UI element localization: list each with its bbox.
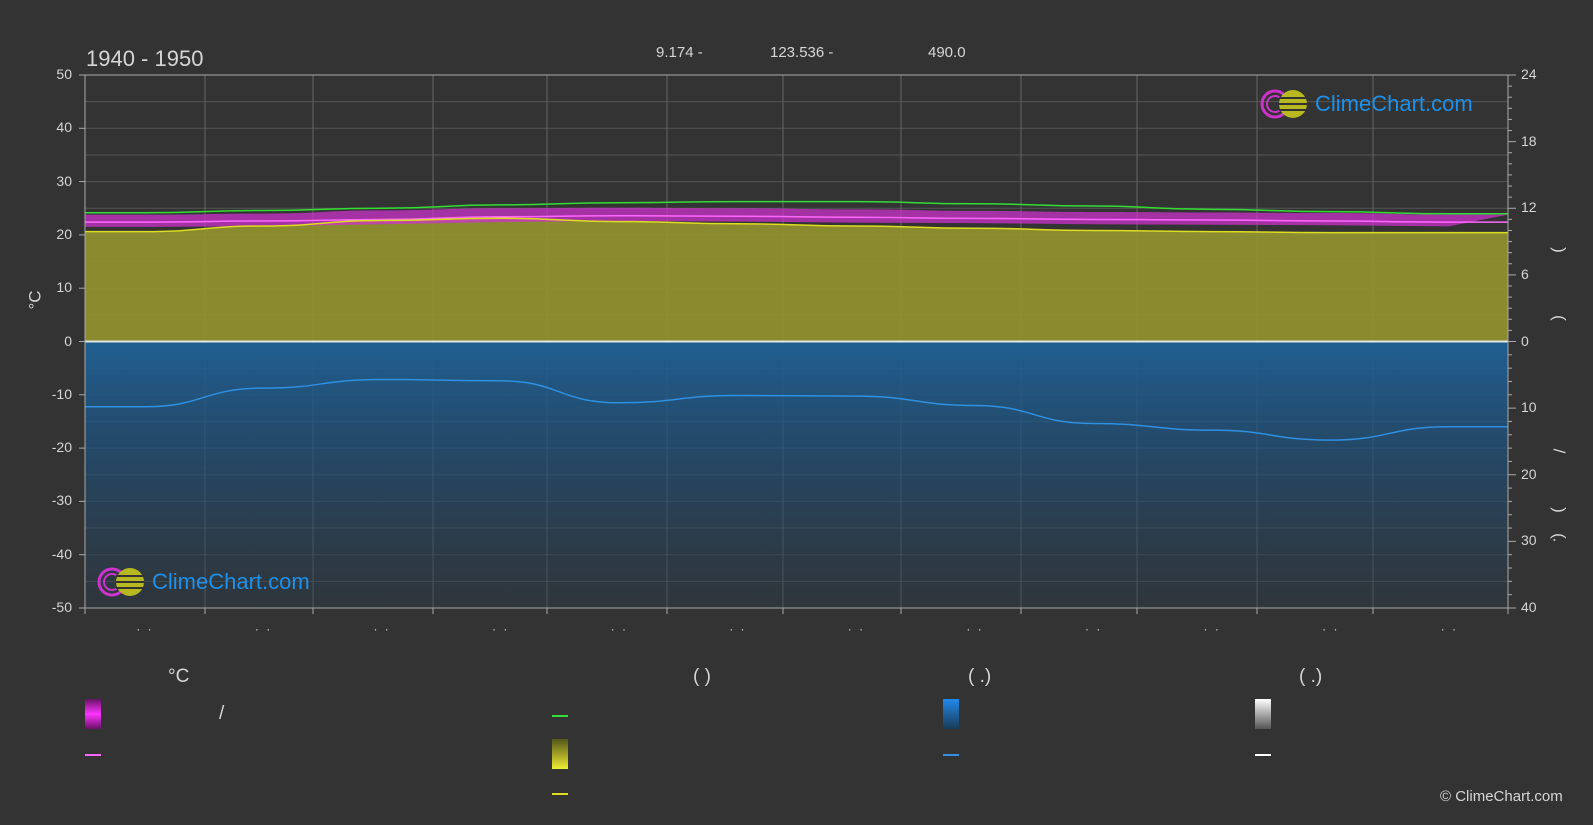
right-tick-label: 0 bbox=[1521, 332, 1529, 349]
legend-header-rain: ( .) bbox=[968, 666, 992, 687]
x-tick-label: · · bbox=[373, 622, 391, 636]
left-tick-label: -20 bbox=[51, 439, 72, 456]
x-tick-label: · · bbox=[254, 622, 273, 636]
legend-header-sunshine: ( ) bbox=[693, 666, 711, 687]
precipitation-line bbox=[85, 378, 1508, 441]
brand-logo-text: ClimeChart.com bbox=[152, 569, 310, 594]
right-tick-label: 6 bbox=[1521, 265, 1529, 282]
left-tick-label: 0 bbox=[64, 332, 72, 349]
series-lines bbox=[85, 200, 1508, 441]
legend-swatch-sunshine bbox=[552, 739, 568, 769]
legend-swatch-rain-mean bbox=[943, 754, 959, 756]
temperature-mean-line bbox=[85, 214, 1508, 223]
left-tick-label: -50 bbox=[51, 599, 72, 615]
x-tick-label: · · bbox=[492, 622, 510, 636]
legend-slash: / bbox=[219, 703, 225, 724]
left-tick-label: 40 bbox=[56, 119, 72, 136]
right-tick-label: 30 bbox=[1521, 532, 1537, 549]
x-tick-label: · · bbox=[729, 622, 747, 636]
left-tick-label: 10 bbox=[56, 279, 72, 296]
left-tick-label: -10 bbox=[51, 385, 72, 402]
left-tick-label: 30 bbox=[56, 172, 72, 189]
legend-header-snow: ( .) bbox=[1299, 666, 1323, 687]
x-tick-label: · · bbox=[136, 622, 154, 636]
brand-logo-top[interactable]: ClimeChart.com bbox=[1259, 88, 1473, 120]
x-tick-label: · · bbox=[1203, 622, 1221, 636]
left-tick-label: -30 bbox=[51, 492, 72, 509]
copyright: © ClimeChart.com bbox=[1440, 788, 1563, 805]
longitude-label: 123.536 - bbox=[770, 44, 834, 61]
legend-swatch-temp-mean bbox=[85, 754, 101, 756]
climate-chart bbox=[79, 74, 1516, 614]
right-tick-label: 24 bbox=[1521, 66, 1537, 82]
x-tick-label: · · bbox=[610, 622, 628, 636]
sunshine-area bbox=[85, 218, 1508, 342]
legend-swatch-rain bbox=[943, 699, 959, 729]
globe-icon bbox=[1260, 89, 1307, 119]
latitude-label: 9.174 - bbox=[656, 44, 703, 61]
right-tick-label: 40 bbox=[1521, 599, 1537, 615]
legend-swatch-temp-range bbox=[85, 699, 101, 729]
elevation-label: 490.0 bbox=[928, 44, 966, 61]
brand-logo-bottom[interactable]: ClimeChart.com bbox=[96, 566, 310, 598]
legend-swatch-snow-mean bbox=[1255, 754, 1271, 756]
daylight-line bbox=[85, 200, 1508, 215]
x-tick-label: · · bbox=[1322, 622, 1340, 636]
left-tick-label: 20 bbox=[56, 225, 72, 242]
sunshine-fill bbox=[85, 218, 1508, 342]
x-tick-label: · · bbox=[966, 622, 984, 636]
x-tick-label: · · bbox=[1084, 622, 1103, 636]
legend-swatch-snow bbox=[1255, 699, 1271, 729]
right-tick-label: 12 bbox=[1521, 199, 1537, 216]
precipitation-area bbox=[85, 341, 1508, 608]
right-tick-label: 18 bbox=[1521, 132, 1537, 149]
x-tick-label: · · bbox=[1440, 622, 1459, 636]
legend-header-temperature: °C bbox=[168, 666, 190, 687]
legend-swatch-sunshine-mean bbox=[552, 793, 568, 795]
precipitation-fill bbox=[85, 341, 1508, 608]
left-tick-label: -40 bbox=[51, 545, 72, 562]
sunshine-line bbox=[85, 217, 1508, 234]
right-tick-label: 20 bbox=[1521, 465, 1537, 482]
left-tick-label: 50 bbox=[56, 66, 72, 82]
globe-icon bbox=[97, 567, 144, 597]
legend-swatch-daylight bbox=[552, 715, 568, 717]
brand-logo-text: ClimeChart.com bbox=[1315, 91, 1473, 116]
chart-title: 1940 - 1950 bbox=[86, 46, 204, 71]
plot-frame bbox=[79, 74, 1516, 614]
x-tick-label: · · bbox=[847, 622, 866, 636]
right-tick-label: 10 bbox=[1521, 399, 1537, 416]
